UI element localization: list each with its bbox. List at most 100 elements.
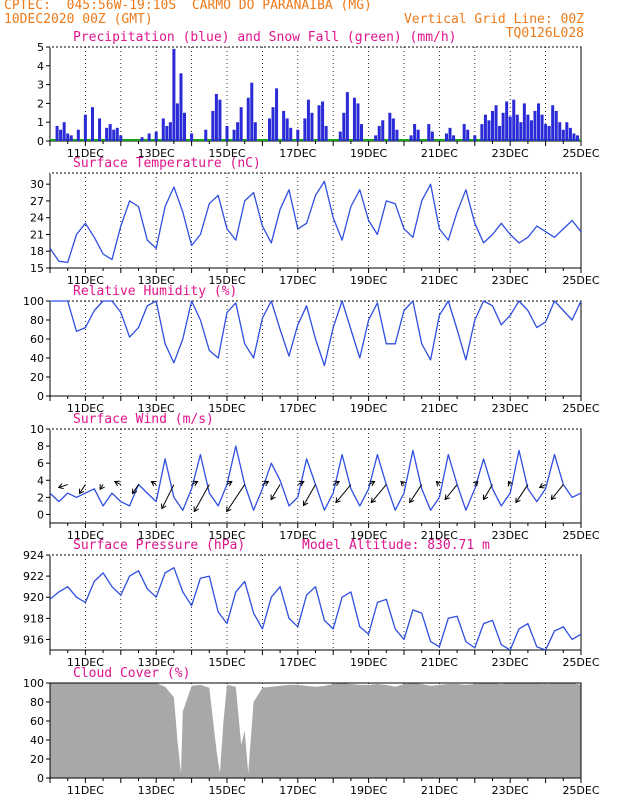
wind-vector-head [515,497,521,504]
ytick-label: 100 [23,677,44,690]
panel-title-pressure: Surface Pressure (hPa) [73,538,245,553]
precip-bar [522,103,526,141]
panel-wind: Surface Wind (m/s) 0 2 4 6 8 10 11DEC 13DEC 15DEC… [30,412,600,542]
ytick-label: 60 [30,333,44,346]
wind-vector [483,484,493,500]
wind-vector-head [113,480,120,487]
xtick-label: 17DEC [279,784,316,797]
precip-bar [119,135,123,141]
xtick-label: 23DEC [492,529,529,542]
precip-bar [473,135,477,141]
precip-bar [537,103,541,141]
xtick-label: 19DEC [350,402,387,415]
xtick-label: 11DEC [67,656,104,669]
wind-vector-head [302,500,309,507]
precip-bar [161,118,165,141]
precip-bar [214,94,218,141]
wind-vector-head [370,497,377,504]
series-line-temp [49,180,582,264]
ytick-label: 60 [30,715,44,728]
wind-vector [132,484,139,494]
xtick-label: 17DEC [279,529,316,542]
ytick-label: 918 [23,612,44,625]
xtick-label: 25DEC [562,147,599,160]
ytick-label: 10 [30,423,44,436]
wind-vector-head [369,480,376,487]
precip-bar [172,48,176,141]
xtick-label: 17DEC [279,402,316,415]
precip-bar [69,135,73,141]
precip-bar [232,129,236,141]
series-line-pressure [49,567,582,651]
precip-bar [533,110,537,141]
precip-bar [324,125,328,141]
precip-bar [250,82,254,141]
xtick-label: 15DEC [208,402,245,415]
xtick-label: 25DEC [562,529,599,542]
precip-bar [267,118,271,141]
wind-vector-head [226,506,232,513]
wind-vector-head [193,506,199,513]
wind-vector [226,484,246,512]
xtick-label: 15DEC [208,147,245,160]
panel-rh: Relative Humidity (%) 0 20 40 60 80 100 11DEC 13… [23,284,600,415]
ytick-label: 40 [30,734,44,747]
precip-bar [338,131,342,141]
ytick-label: 27 [30,195,44,208]
precip-bar [572,133,576,141]
wind-vector-head [298,480,305,487]
wind-vector-head [263,480,270,487]
ytick-label: 0 [37,508,44,521]
wind-vector-head [57,483,64,490]
precip-bar [296,129,300,141]
xtick-label: 17DEC [279,656,316,669]
panel-pressure: Surface Pressure (hPa) Model Altitude: 83… [23,538,600,669]
ytick-label: 21 [30,228,44,241]
ytick-label: 0 [37,135,44,148]
precip-bar [282,110,286,141]
precip-bar [55,125,59,141]
xtick-label: 17DEC [279,147,316,160]
precip-bar [310,112,314,141]
precip-bar [561,129,565,141]
wind-vector [270,484,281,500]
precip-bar [317,105,321,141]
precip-bar [565,122,569,141]
header-station: CPTEC: 045:56W-19:10S CARMO DO PARANAIBA… [4,0,372,13]
wind-vector [114,481,122,485]
ytick-label: 20 [30,371,44,384]
ytick-label: 2 [37,97,44,110]
series-line-wind [49,445,582,511]
precip-bar [568,127,572,141]
precip-bar [105,127,109,141]
precip-bar [416,129,420,141]
precip-bar [374,135,378,141]
precip-bar [98,118,102,141]
wind-vector-head [335,497,341,504]
wind-vector-head [435,480,442,487]
xtick-label: 15DEC [208,274,245,287]
xtick-label: 25DEC [562,274,599,287]
xtick-label: 13DEC [138,402,175,415]
panel-temp: Surface Temperature (nC) 15 18 21 24 27 30 11DE… [30,156,600,287]
ytick-label: 3 [37,79,44,92]
wind-vector-head [226,480,233,487]
precip-bar [544,124,548,141]
xtick-label: 21DEC [421,784,458,797]
precip-bar [466,129,470,141]
xtick-label: 15DEC [208,784,245,797]
ytick-label: 4 [37,474,44,487]
precip-bar [115,127,119,141]
precip-bar [59,129,63,141]
ytick-label: 24 [30,212,44,225]
wind-vector [409,484,423,503]
xtick-label: 23DEC [492,147,529,160]
xtick-label: 23DEC [492,656,529,669]
wind-vector [262,481,269,485]
wind-vector-head [270,494,276,501]
precip-bar [154,131,158,141]
ytick-label: 1 [37,116,44,129]
wind-vector [539,484,546,488]
panel-precip: Precipitation (blue) and Snow Fall (gree… [37,30,600,160]
